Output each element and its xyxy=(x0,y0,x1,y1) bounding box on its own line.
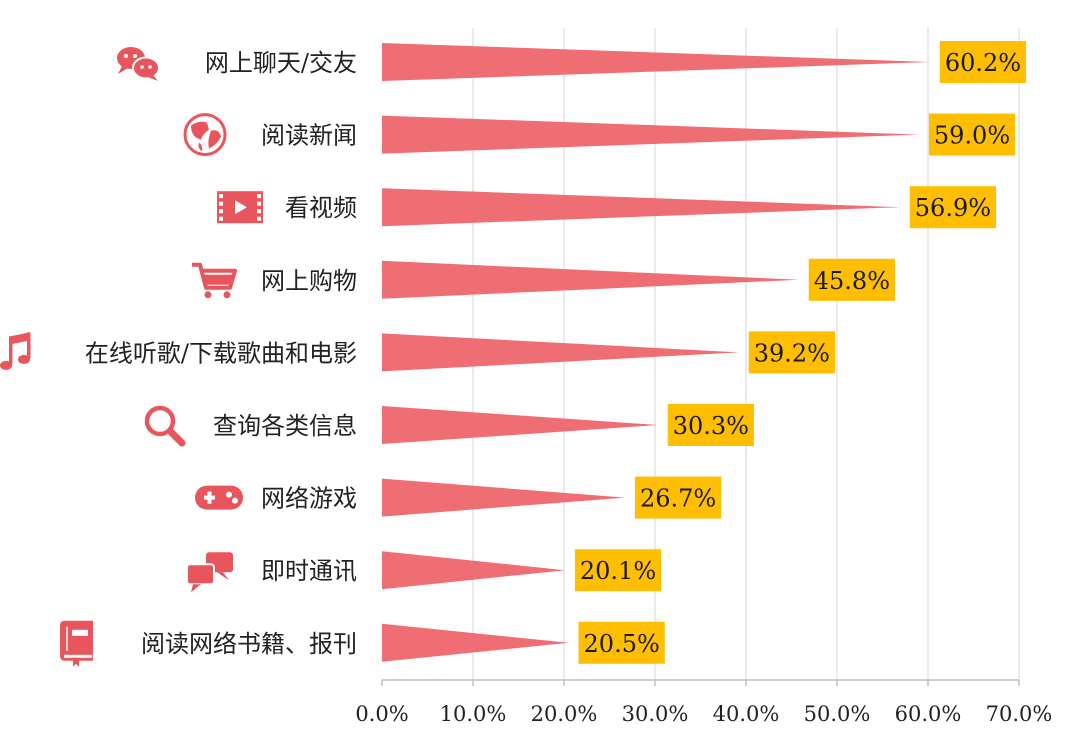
x-tick-label: 30.0% xyxy=(622,702,689,726)
bar-4 xyxy=(382,333,739,372)
data-label-3: 45.8% xyxy=(814,267,890,295)
x-tick-label: 50.0% xyxy=(804,702,871,726)
data-label-4: 39.2% xyxy=(754,339,830,367)
globe-icon xyxy=(183,113,227,157)
data-label-5: 30.3% xyxy=(673,412,749,440)
data-label-box-2 xyxy=(909,186,997,229)
data-label-8: 20.5% xyxy=(584,630,660,658)
data-label-box-3 xyxy=(808,258,896,301)
bar-8 xyxy=(382,623,569,662)
bar-7 xyxy=(382,551,565,590)
data-labels: 60.2% 59.0% 56.9% 45.8% 39.2% 30.3% 26.7% 20.1%… xyxy=(574,41,1027,664)
chat-bubbles-icon xyxy=(117,47,160,81)
data-label-6: 26.7% xyxy=(640,485,716,513)
data-label-box-7 xyxy=(574,549,662,592)
category-icons xyxy=(0,47,263,667)
data-label-box-0 xyxy=(939,41,1027,83)
category-label-5: 查询各类信息 xyxy=(213,412,357,440)
x-tick-label: 20.0% xyxy=(531,702,598,726)
category-label-8: 阅读网络书籍、报刊 xyxy=(141,630,357,658)
data-label-7: 20.1% xyxy=(580,557,656,585)
category-label-7: 即时通讯 xyxy=(261,557,357,585)
data-label-box-4 xyxy=(748,331,835,374)
category-labels: 网上聊天/交友阅读新闻看视频网上购物在线听歌/下载歌曲和电影查询各类信息网络游戏… xyxy=(85,49,357,658)
bars xyxy=(382,43,930,662)
shopping-cart-icon xyxy=(192,262,237,299)
book-icon xyxy=(60,620,93,667)
bar-0 xyxy=(382,43,930,81)
bar-2 xyxy=(382,188,900,227)
x-tick-label: 60.0% xyxy=(895,702,962,726)
x-tick-label: 40.0% xyxy=(713,702,780,726)
x-tick-label: 10.0% xyxy=(440,702,507,726)
category-label-1: 阅读新闻 xyxy=(261,122,357,150)
data-label-box-6 xyxy=(634,476,722,519)
data-label-1: 59.0% xyxy=(934,122,1010,150)
gamepad-icon xyxy=(195,485,243,510)
data-label-0: 60.2% xyxy=(945,49,1021,77)
category-label-0: 网上聊天/交友 xyxy=(205,49,357,77)
category-label-2: 看视频 xyxy=(285,194,357,222)
data-label-box-5 xyxy=(667,404,754,446)
x-tick-label: 0.0% xyxy=(355,702,408,726)
message-bubbles-icon xyxy=(186,552,233,593)
bar-5 xyxy=(382,406,658,444)
data-label-box-1 xyxy=(928,113,1016,156)
data-label-2: 56.9% xyxy=(915,194,991,222)
category-label-4: 在线听歌/下载歌曲和电影 xyxy=(85,339,357,367)
magnifier-icon xyxy=(144,405,186,447)
x-tick-label: 70.0% xyxy=(986,702,1053,726)
bar-6 xyxy=(382,478,625,517)
video-film-icon xyxy=(217,191,263,224)
data-label-box-8 xyxy=(578,621,665,664)
bar-1 xyxy=(382,115,919,154)
bar-3 xyxy=(382,260,799,299)
x-axis: 0.0% 10.0% 20.0% 30.0% 40.0% 50.0% 60.0% 70.0% xyxy=(355,679,1053,726)
music-note-icon xyxy=(0,332,31,370)
category-label-3: 网上购物 xyxy=(261,267,357,295)
category-label-6: 网络游戏 xyxy=(261,485,357,513)
